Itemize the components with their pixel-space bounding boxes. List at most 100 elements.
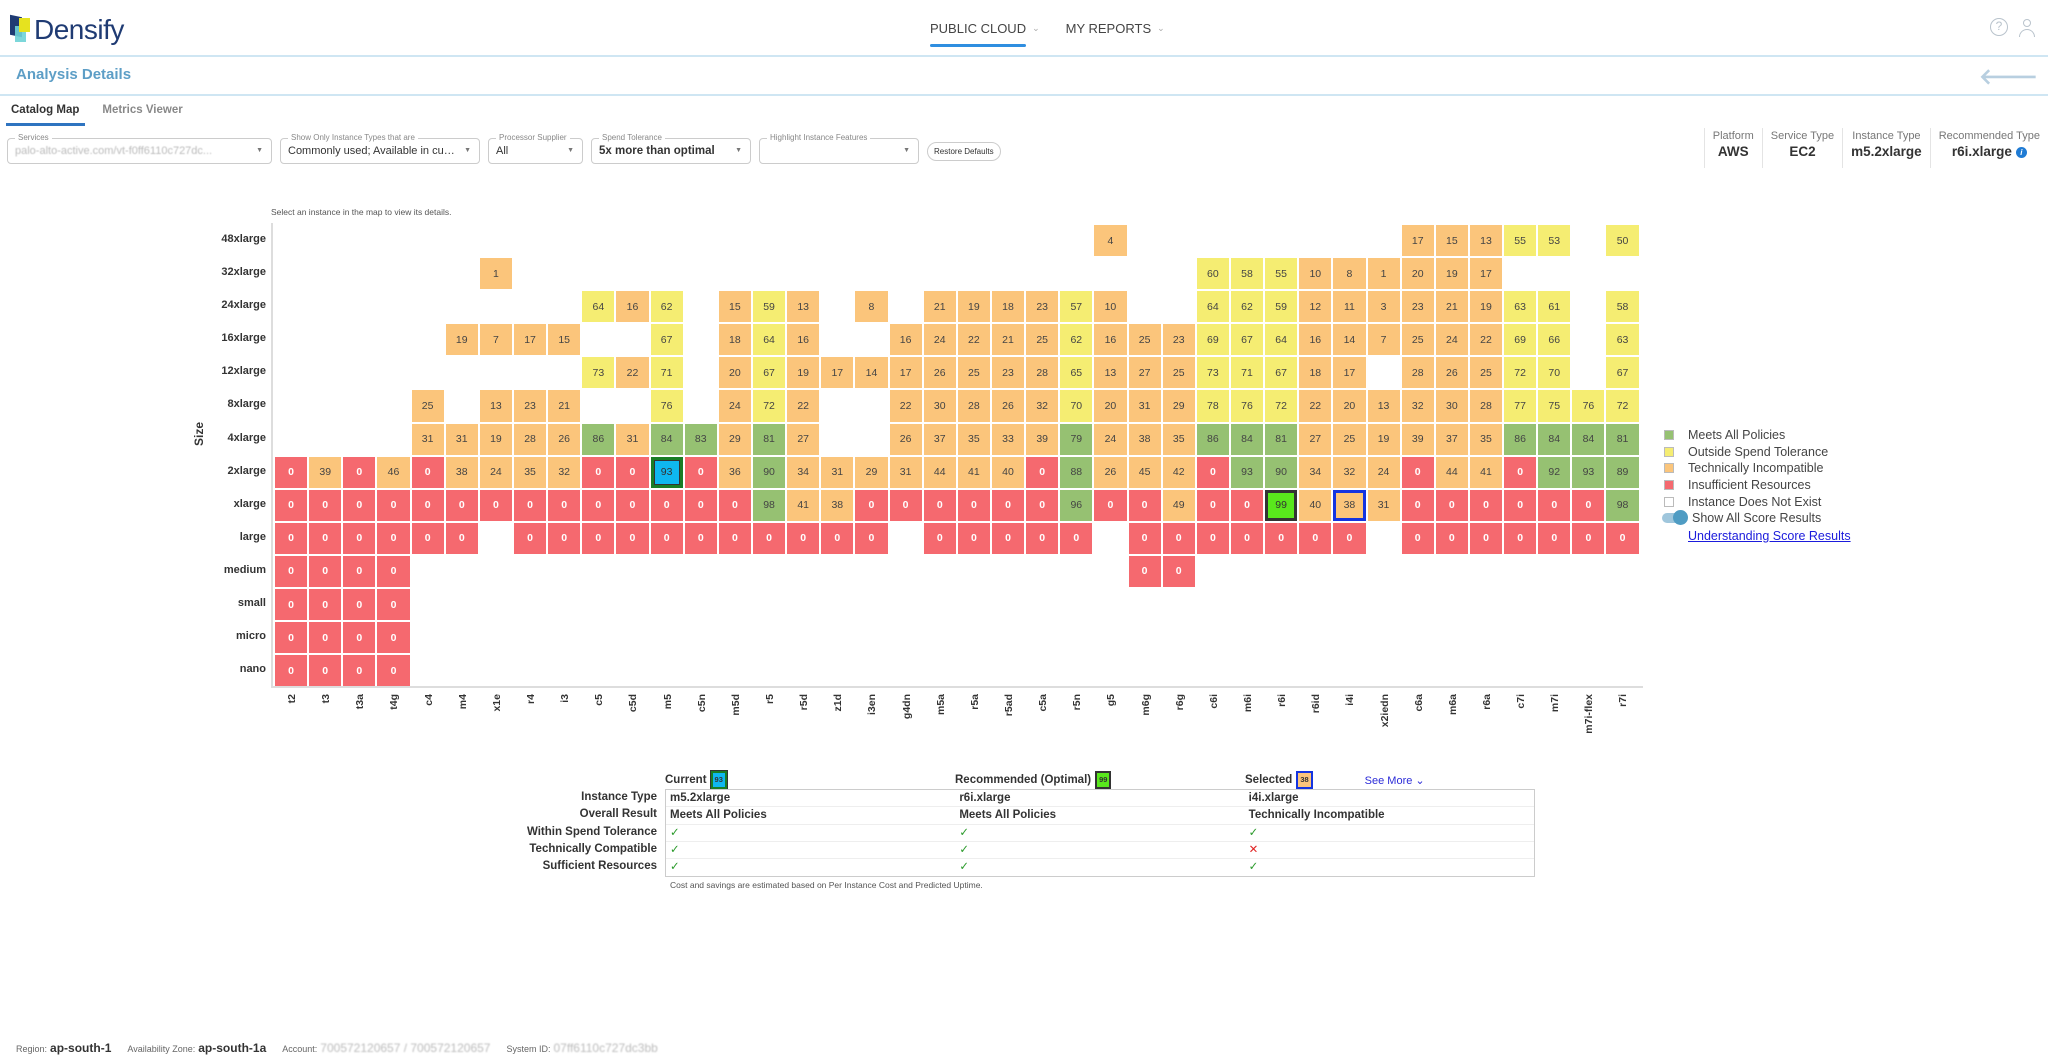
instance-cell-m5-12xlarge[interactable]: 71 bbox=[649, 356, 684, 390]
help-icon[interactable]: ? bbox=[1990, 18, 2008, 36]
instance-cell-c6i-xlarge[interactable]: 0 bbox=[1195, 488, 1230, 522]
instance-cell-m7i-flex-xlarge[interactable]: 0 bbox=[1571, 488, 1606, 522]
instance-cell-i3-4xlarge[interactable]: 26 bbox=[547, 422, 582, 456]
instance-cell-i3-16xlarge[interactable]: 15 bbox=[547, 323, 582, 357]
instance-cell-m6a-8xlarge[interactable]: 30 bbox=[1434, 389, 1469, 423]
instance-cell-r5-4xlarge[interactable]: 81 bbox=[751, 422, 787, 456]
instance-cell-r5d-8xlarge[interactable]: 22 bbox=[786, 389, 821, 423]
instance-cell-c6a-32xlarge[interactable]: 20 bbox=[1400, 257, 1435, 291]
instance-cell-r5-xlarge[interactable]: 98 bbox=[751, 488, 787, 522]
instance-cell-c5a-2xlarge[interactable]: 0 bbox=[1025, 455, 1060, 489]
instance-cell-g5-8xlarge[interactable]: 20 bbox=[1093, 389, 1128, 423]
instance-cell-r7i-24xlarge[interactable]: 58 bbox=[1605, 290, 1640, 324]
instance-cell-c7i-12xlarge[interactable]: 72 bbox=[1503, 356, 1538, 390]
instance-cell-r6a-48xlarge[interactable]: 13 bbox=[1468, 224, 1504, 258]
instance-cell-r6g-medium[interactable]: 0 bbox=[1161, 554, 1196, 589]
instance-cell-c6i-16xlarge[interactable]: 69 bbox=[1195, 323, 1230, 357]
instance-cell-t3-nano[interactable]: 0 bbox=[308, 654, 343, 688]
instance-cell-i3-large[interactable]: 0 bbox=[547, 521, 582, 555]
instance-cell-m6g-12xlarge[interactable]: 27 bbox=[1127, 356, 1162, 390]
instance-cell-r4-xlarge[interactable]: 0 bbox=[512, 488, 548, 522]
instance-cell-g4dn-8xlarge[interactable]: 22 bbox=[888, 389, 923, 423]
instance-cell-r6i-2xlarge[interactable]: 90 bbox=[1264, 455, 1299, 489]
instance-cell-r5d-12xlarge[interactable]: 19 bbox=[786, 356, 821, 390]
instance-cell-r6g-large[interactable]: 0 bbox=[1161, 521, 1196, 555]
instance-cell-i3en-2xlarge[interactable]: 29 bbox=[854, 455, 889, 489]
instance-cell-m5d-4xlarge[interactable]: 29 bbox=[717, 422, 752, 456]
instance-cell-m5a-xlarge[interactable]: 0 bbox=[922, 488, 957, 522]
instance-cell-m5-16xlarge[interactable]: 67 bbox=[649, 323, 684, 357]
instance-types-select[interactable]: Show Only Instance Types that are Common… bbox=[280, 133, 480, 164]
instance-cell-m5-8xlarge[interactable]: 76 bbox=[649, 389, 684, 423]
instance-cell-i4i-12xlarge[interactable]: 17 bbox=[1332, 356, 1367, 390]
instance-cell-m6g-16xlarge[interactable]: 25 bbox=[1127, 323, 1162, 357]
instance-cell-r5n-24xlarge[interactable]: 57 bbox=[1059, 290, 1094, 324]
instance-cell-i4i-xlarge[interactable]: 38 bbox=[1332, 488, 1367, 522]
instance-cell-x1e-xlarge[interactable]: 0 bbox=[478, 488, 513, 522]
instance-cell-x1e-16xlarge[interactable]: 7 bbox=[478, 323, 513, 357]
instance-cell-r6a-24xlarge[interactable]: 19 bbox=[1468, 290, 1504, 324]
instance-cell-m7i-2xlarge[interactable]: 92 bbox=[1537, 455, 1572, 489]
instance-cell-c5d-4xlarge[interactable]: 31 bbox=[615, 422, 650, 456]
instance-cell-m4-2xlarge[interactable]: 38 bbox=[444, 455, 479, 489]
instance-cell-r5d-xlarge[interactable]: 41 bbox=[786, 488, 821, 522]
instance-cell-r6i-xlarge[interactable]: 99 bbox=[1264, 488, 1299, 522]
instance-cell-m6g-8xlarge[interactable]: 31 bbox=[1127, 389, 1162, 423]
instance-cell-m6a-xlarge[interactable]: 0 bbox=[1434, 488, 1469, 522]
instance-cell-r6id-4xlarge[interactable]: 27 bbox=[1298, 422, 1333, 456]
instance-cell-m6g-medium[interactable]: 0 bbox=[1127, 554, 1162, 589]
instance-cell-r4-16xlarge[interactable]: 17 bbox=[512, 323, 548, 357]
instance-cell-r6g-2xlarge[interactable]: 42 bbox=[1161, 455, 1196, 489]
instance-cell-g5-xlarge[interactable]: 0 bbox=[1093, 488, 1128, 522]
instance-cell-c7i-8xlarge[interactable]: 77 bbox=[1503, 389, 1538, 423]
instance-cell-g4dn-4xlarge[interactable]: 26 bbox=[888, 422, 923, 456]
instance-cell-r7i-8xlarge[interactable]: 72 bbox=[1605, 389, 1640, 423]
instance-cell-i4i-2xlarge[interactable]: 32 bbox=[1332, 455, 1367, 489]
instance-cell-c7i-24xlarge[interactable]: 63 bbox=[1503, 290, 1538, 324]
instance-cell-t3a-micro[interactable]: 0 bbox=[342, 621, 377, 655]
instance-cell-m5-24xlarge[interactable]: 62 bbox=[649, 290, 684, 324]
instance-cell-c7i-xlarge[interactable]: 0 bbox=[1503, 488, 1538, 522]
user-icon[interactable] bbox=[2018, 18, 2036, 38]
instance-cell-x2iedn-4xlarge[interactable]: 19 bbox=[1366, 422, 1401, 456]
instance-cell-i3en-12xlarge[interactable]: 14 bbox=[854, 356, 889, 390]
instance-cell-m7i-flex-2xlarge[interactable]: 93 bbox=[1571, 455, 1606, 489]
instance-cell-c6a-48xlarge[interactable]: 17 bbox=[1400, 224, 1435, 258]
services-select[interactable]: Services palo-alto-active.com/vt-f0ff611… bbox=[7, 133, 272, 164]
instance-cell-m6i-xlarge[interactable]: 0 bbox=[1229, 488, 1265, 522]
instance-cell-x1e-4xlarge[interactable]: 19 bbox=[478, 422, 513, 456]
instance-cell-c6a-xlarge[interactable]: 0 bbox=[1400, 488, 1435, 522]
nav-public-cloud[interactable]: PUBLIC CLOUD ⌄ bbox=[930, 0, 1040, 57]
instance-cell-i3-xlarge[interactable]: 0 bbox=[547, 488, 582, 522]
instance-cell-m6a-4xlarge[interactable]: 37 bbox=[1434, 422, 1469, 456]
instance-cell-r6id-xlarge[interactable]: 40 bbox=[1298, 488, 1333, 522]
spend-tolerance-select[interactable]: Spend Tolerance 5x more than optimal ▼ bbox=[591, 133, 751, 164]
instance-cell-m6g-large[interactable]: 0 bbox=[1127, 521, 1162, 555]
instance-cell-t2-xlarge[interactable]: 0 bbox=[274, 488, 309, 522]
tab-catalog-map[interactable]: Catalog Map bbox=[6, 98, 86, 126]
instance-cell-r6g-xlarge[interactable]: 49 bbox=[1161, 488, 1196, 522]
instance-cell-m6i-12xlarge[interactable]: 71 bbox=[1229, 356, 1265, 390]
instance-cell-c7i-16xlarge[interactable]: 69 bbox=[1503, 323, 1538, 357]
instance-cell-x2iedn-8xlarge[interactable]: 13 bbox=[1366, 389, 1401, 423]
instance-cell-t2-nano[interactable]: 0 bbox=[274, 654, 309, 688]
instance-cell-m5a-large[interactable]: 0 bbox=[922, 521, 957, 555]
instance-cell-r6i-24xlarge[interactable]: 59 bbox=[1264, 290, 1299, 324]
instance-cell-c5a-4xlarge[interactable]: 39 bbox=[1025, 422, 1060, 456]
instance-cell-m4-4xlarge[interactable]: 31 bbox=[444, 422, 479, 456]
instance-cell-t3a-large[interactable]: 0 bbox=[342, 521, 377, 555]
instance-cell-m7i-flex-large[interactable]: 0 bbox=[1571, 521, 1606, 555]
instance-cell-m5d-16xlarge[interactable]: 18 bbox=[717, 323, 752, 357]
instance-cell-r5n-2xlarge[interactable]: 88 bbox=[1059, 455, 1094, 489]
instance-cell-c5n-2xlarge[interactable]: 0 bbox=[683, 455, 718, 489]
instance-cell-i3en-xlarge[interactable]: 0 bbox=[854, 488, 889, 522]
densify-logo[interactable]: Densify bbox=[10, 14, 124, 46]
toggle-switch[interactable] bbox=[1662, 510, 1688, 526]
instance-cell-c6i-12xlarge[interactable]: 73 bbox=[1195, 356, 1230, 390]
instance-cell-c6a-24xlarge[interactable]: 23 bbox=[1400, 290, 1435, 324]
info-icon[interactable]: i bbox=[2015, 146, 2027, 158]
instance-cell-m7i-12xlarge[interactable]: 70 bbox=[1537, 356, 1572, 390]
instance-cell-r7i-12xlarge[interactable]: 67 bbox=[1605, 356, 1640, 390]
instance-cell-g5-48xlarge[interactable]: 4 bbox=[1093, 224, 1128, 258]
instance-cell-r5n-8xlarge[interactable]: 70 bbox=[1059, 389, 1094, 423]
